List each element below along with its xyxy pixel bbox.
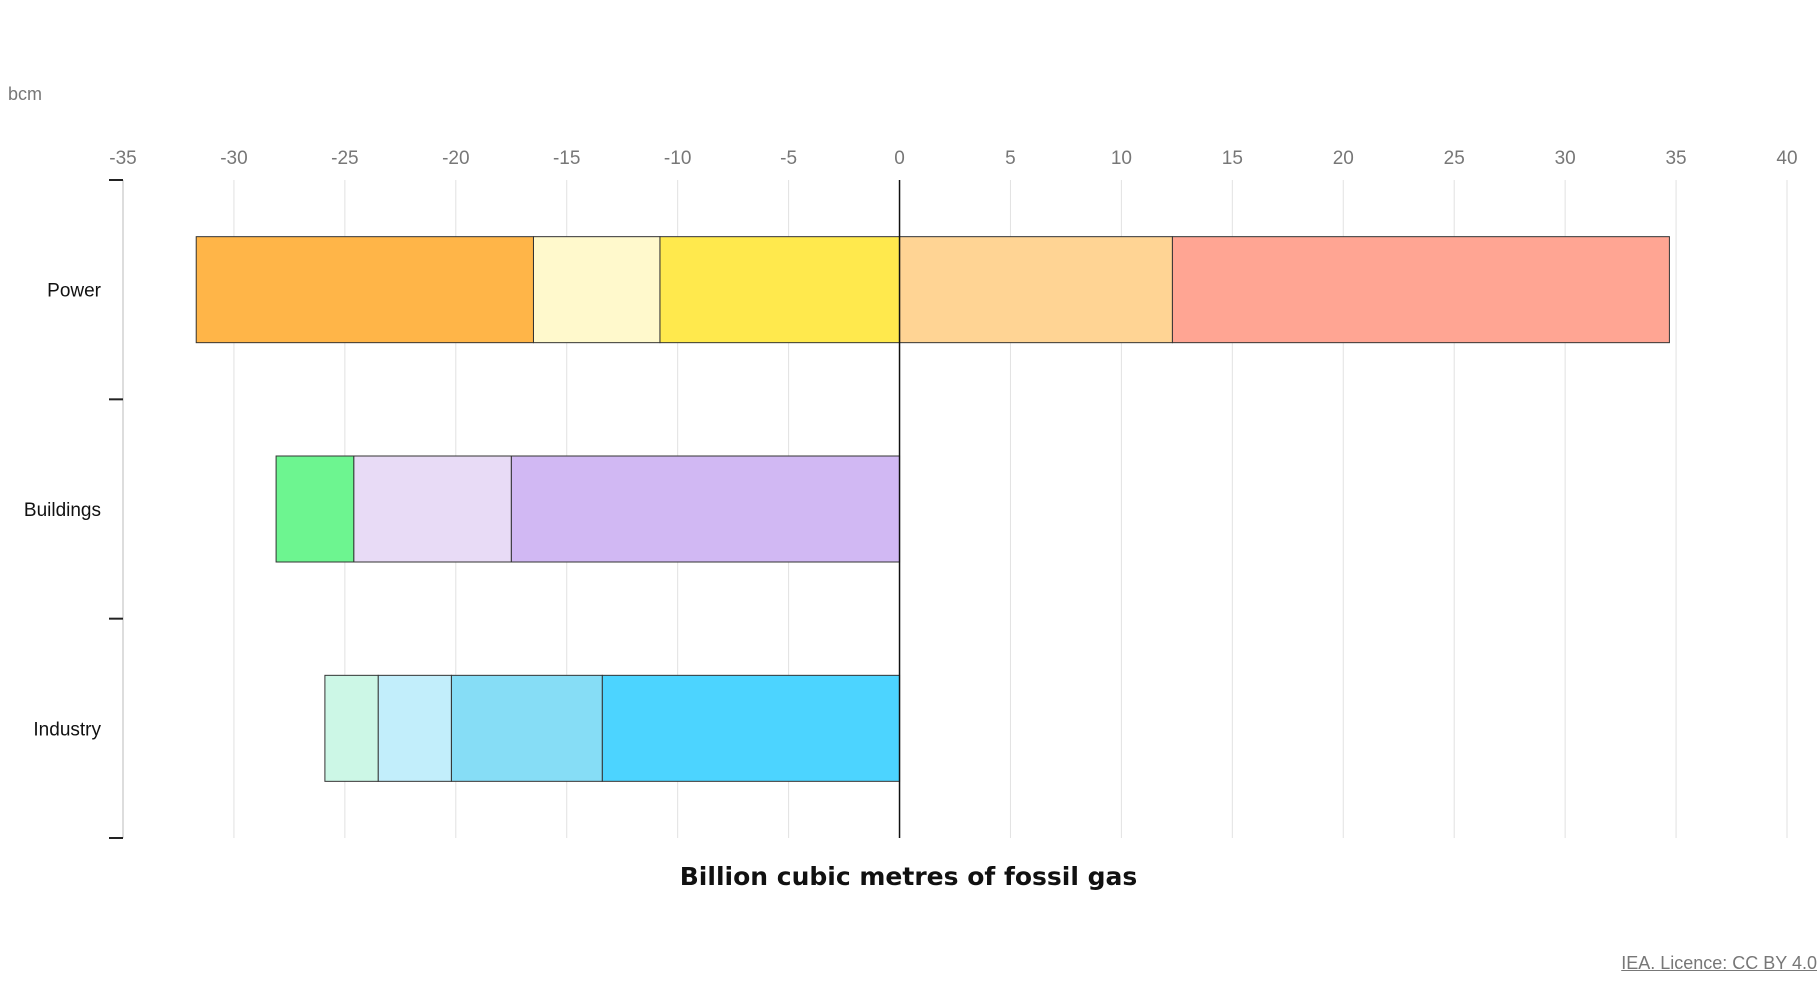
x-tick-label: 0	[894, 148, 905, 169]
x-tick-label: 25	[1444, 148, 1465, 169]
x-tick-label: 5	[1005, 148, 1016, 169]
bar-segment	[353, 455, 512, 563]
bar-segment	[601, 674, 901, 782]
x-axis-title: Billion cubic metres of fossil gas	[0, 862, 1817, 891]
x-tick-label: 15	[1222, 148, 1243, 169]
x-tick-label: 40	[1776, 148, 1797, 169]
category-labels: Power Buildings Industry	[24, 281, 102, 741]
x-tick-label: -30	[220, 148, 247, 169]
x-axis-tick-labels: -35 -30 -25 -20 -15 -10 -5 0 5 10 15 20 25 30 35 40	[109, 148, 1797, 169]
x-tick-label: -20	[442, 148, 469, 169]
x-tick-label: -10	[664, 148, 691, 169]
category-label: Industry	[33, 719, 101, 740]
bar-segment	[450, 674, 603, 782]
x-tick-label: 30	[1555, 148, 1576, 169]
bar-segment	[510, 455, 901, 563]
x-tick-label: -25	[331, 148, 358, 169]
x-tick-label: 10	[1111, 148, 1132, 169]
bar-segment	[195, 236, 534, 344]
bar-segment	[659, 236, 901, 344]
category-label: Buildings	[24, 500, 101, 521]
x-tick-label: -15	[553, 148, 580, 169]
x-axis-title-text: Billion cubic metres of fossil gas	[679, 862, 1138, 891]
x-tick-label: 35	[1665, 148, 1686, 169]
bar-segment	[899, 236, 1173, 344]
x-tick-label: 20	[1333, 148, 1354, 169]
bar-segment	[1171, 236, 1670, 344]
bar-segment	[532, 236, 661, 344]
category-label: Power	[47, 281, 102, 302]
bar-segment	[377, 674, 452, 782]
bar-segment	[275, 455, 355, 563]
bars	[195, 236, 1670, 782]
unit-label: bcm	[8, 84, 43, 104]
licence-link[interactable]: IEA. Licence: CC BY 4.0	[1621, 953, 1817, 973]
y-axis	[109, 179, 901, 839]
x-tick-label: -5	[780, 148, 797, 169]
x-tick-label: -35	[109, 148, 136, 169]
bar-segment	[324, 674, 379, 782]
